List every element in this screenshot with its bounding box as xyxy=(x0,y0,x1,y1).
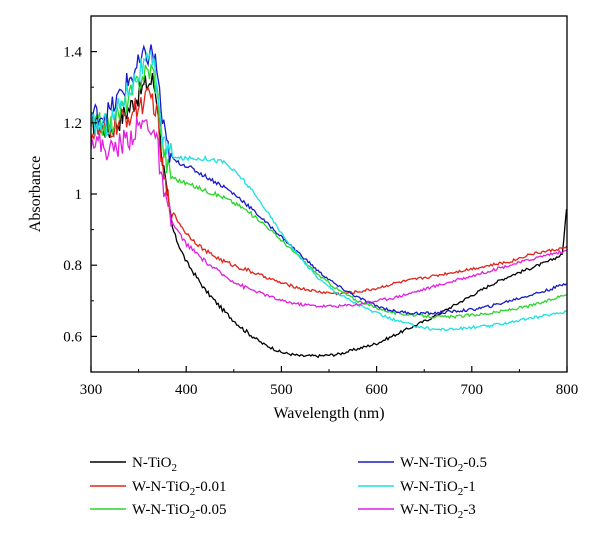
series-line-3 xyxy=(91,44,567,316)
x-tick-label: 400 xyxy=(175,382,198,398)
series-line-0 xyxy=(91,73,567,359)
x-tick-label: 500 xyxy=(270,382,293,398)
legend-label: W-N-TiO2-1 xyxy=(400,479,476,498)
legend-label: N-TiO2 xyxy=(132,455,177,474)
legend-label: W-N-TiO2-0.5 xyxy=(400,455,487,474)
x-tick-label: 700 xyxy=(461,382,484,398)
series-layer xyxy=(91,44,567,359)
x-tick-label: 800 xyxy=(556,382,579,398)
x-tick-label: 600 xyxy=(365,382,388,398)
series-line-4 xyxy=(91,50,567,331)
x-axis-ticks: 300 400 500 600 700 800 xyxy=(80,366,579,398)
y-tick-label: 1 xyxy=(75,187,83,203)
y-tick-label: 0.6 xyxy=(63,329,82,345)
legend-label: W-N-TiO2-3 xyxy=(400,502,476,521)
plot-frame xyxy=(90,15,568,373)
series-line-2 xyxy=(91,63,567,320)
y-tick-label: 1.4 xyxy=(63,45,82,61)
legend-label: W-N-TiO2-0.01 xyxy=(132,479,227,498)
y-tick-label: 1.2 xyxy=(63,116,82,132)
y-axis-title: Absorbance xyxy=(27,156,44,232)
series-line-5 xyxy=(91,117,567,309)
legend: N-TiO2 W-N-TiO2-0.01 W-N-TiO2-0.05 W-N-TiO2… xyxy=(90,455,487,521)
x-tick-label: 300 xyxy=(80,382,103,398)
y-tick-label: 0.8 xyxy=(63,258,82,274)
legend-label: W-N-TiO2-0.05 xyxy=(132,502,227,521)
x-axis-title: Wavelength (nm) xyxy=(273,405,384,422)
y-axis-ticks: 0.6 0.8 1 1.2 1.4 xyxy=(63,15,97,345)
